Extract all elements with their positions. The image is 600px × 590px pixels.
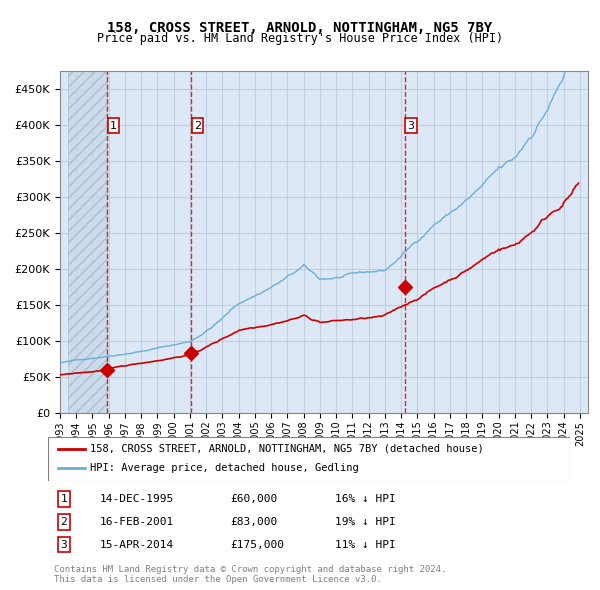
Text: 158, CROSS STREET, ARNOLD, NOTTINGHAM, NG5 7BY: 158, CROSS STREET, ARNOLD, NOTTINGHAM, N…: [107, 21, 493, 35]
Text: 16% ↓ HPI: 16% ↓ HPI: [335, 494, 396, 504]
Text: HPI: Average price, detached house, Gedling: HPI: Average price, detached house, Gedl…: [90, 464, 359, 473]
Text: 16-FEB-2001: 16-FEB-2001: [100, 517, 175, 527]
Text: 3: 3: [407, 120, 415, 130]
Text: 1: 1: [60, 494, 67, 504]
Text: 11% ↓ HPI: 11% ↓ HPI: [335, 540, 396, 549]
Text: £175,000: £175,000: [230, 540, 285, 549]
Text: Price paid vs. HM Land Registry's House Price Index (HPI): Price paid vs. HM Land Registry's House …: [97, 32, 503, 45]
Text: 2: 2: [194, 120, 201, 130]
Bar: [68, 71, 107, 413]
Text: 158, CROSS STREET, ARNOLD, NOTTINGHAM, NG5 7BY (detached house): 158, CROSS STREET, ARNOLD, NOTTINGHAM, N…: [90, 444, 484, 454]
FancyBboxPatch shape: [48, 437, 570, 481]
Text: 19% ↓ HPI: 19% ↓ HPI: [335, 517, 396, 527]
Text: 14-DEC-1995: 14-DEC-1995: [100, 494, 175, 504]
Text: Contains HM Land Registry data © Crown copyright and database right 2024.
This d: Contains HM Land Registry data © Crown c…: [54, 565, 446, 584]
Text: 3: 3: [60, 540, 67, 549]
Text: 2: 2: [60, 517, 67, 527]
Text: £83,000: £83,000: [230, 517, 278, 527]
Text: 15-APR-2014: 15-APR-2014: [100, 540, 175, 549]
Text: £60,000: £60,000: [230, 494, 278, 504]
Text: 1: 1: [110, 120, 117, 130]
